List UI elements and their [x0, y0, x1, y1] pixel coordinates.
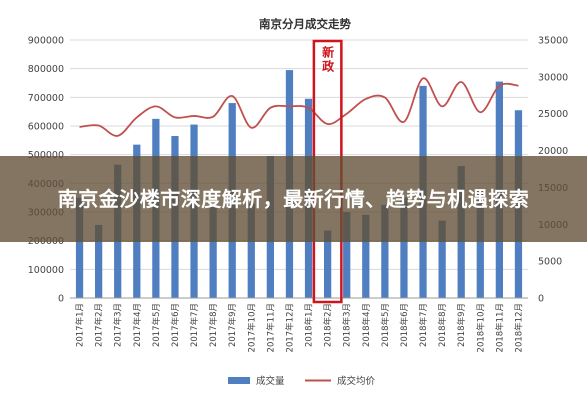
volume-bar	[381, 204, 389, 298]
x-tick-label: 2018年10月	[475, 303, 486, 352]
volume-bar	[209, 206, 217, 298]
x-tick-label: 2017年8月	[208, 303, 219, 347]
article-title[interactable]: 南京金沙楼市深度解析，最新行情、趋势与机遇探索	[57, 187, 530, 211]
x-tick-label: 2017年1月	[75, 303, 86, 347]
x-tick-label: 2018年6月	[399, 303, 410, 347]
volume-bar	[247, 203, 255, 298]
left-tick-label: 500000	[28, 150, 64, 161]
x-tick-label: 2018年12月	[513, 303, 524, 352]
volume-bar	[75, 197, 84, 298]
chart-title: 南京分月成交走势	[259, 17, 351, 31]
x-tick-label: 2018年2月	[323, 303, 334, 347]
right-tick-label: 20000	[538, 146, 568, 157]
left-tick-label: 700000	[28, 93, 64, 104]
volume-bar	[438, 220, 446, 298]
legend-bar-label: 成交量	[256, 375, 285, 387]
x-tick-label: 2017年5月	[151, 303, 162, 347]
x-tick-label: 2017年6月	[170, 303, 181, 347]
policy-callout-label: 新政	[321, 45, 335, 74]
volume-bar	[323, 230, 332, 298]
right-tick-label: 30000	[538, 72, 568, 83]
legend-bar-swatch	[228, 377, 250, 384]
left-tick-label: 600000	[28, 122, 64, 133]
right-tick-label: 5000	[538, 257, 562, 268]
x-tick-label: 2018年11月	[494, 303, 505, 352]
price-line-layer	[79, 77, 519, 137]
x-tick-label: 2017年3月	[113, 303, 124, 347]
volume-bar	[343, 212, 351, 298]
x-axis: 2017年1月 2017年2月 2017年3月 2017年4月 2017年5月 2017年…	[70, 297, 528, 352]
price-line	[79, 77, 519, 137]
x-tick-label: 2018年7月	[418, 303, 429, 347]
volume-bar	[476, 190, 484, 298]
right-tick-label: 35000	[538, 36, 568, 47]
x-tick-label: 2018年4月	[361, 303, 372, 347]
volume-bar	[94, 224, 103, 298]
x-tick-label: 2017年12月	[284, 303, 295, 352]
left-tick-label: 900000	[28, 36, 64, 47]
volume-bar	[400, 197, 408, 298]
left-tick-label: 800000	[28, 64, 64, 75]
right-tick-label: 0	[538, 294, 544, 305]
x-tick-label: 2017年7月	[189, 303, 200, 347]
volume-bar	[362, 214, 370, 298]
right-tick-label: 25000	[538, 109, 568, 120]
left-tick-label: 0	[58, 294, 64, 305]
x-tick-label: 2017年11月	[265, 303, 276, 352]
x-tick-label: 2017年10月	[246, 303, 257, 352]
x-tick-label: 2018年5月	[380, 303, 391, 347]
x-tick-label: 2017年2月	[94, 303, 105, 347]
x-tick-label: 2018年9月	[456, 303, 467, 347]
title-banner: 南京金沙楼市深度解析，最新行情、趋势与机遇探索	[0, 156, 587, 242]
legend-line-label: 成交均价	[337, 375, 376, 387]
x-tick-label: 2017年9月	[227, 303, 238, 347]
source-watermark: 知乎 @冷眼看地产	[481, 375, 573, 389]
x-tick-label: 2018年8月	[437, 303, 448, 347]
x-tick-label: 2018年3月	[342, 303, 353, 347]
x-tick-label: 2018年1月	[304, 303, 315, 347]
left-tick-label: 100000	[28, 265, 64, 276]
x-tick-label: 2017年4月	[132, 303, 143, 347]
legend: 成交量 成交均价	[228, 375, 376, 387]
